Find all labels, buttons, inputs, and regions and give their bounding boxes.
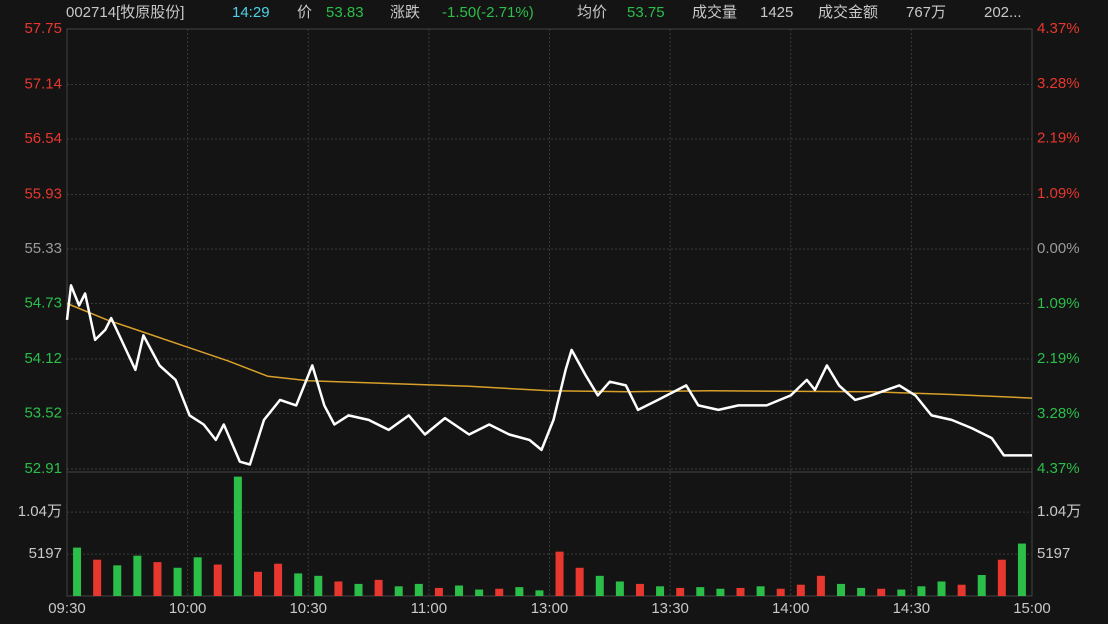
volume-bar — [394, 586, 403, 596]
volume-bar — [796, 584, 805, 596]
volume-bar — [837, 583, 846, 596]
volume-bar — [274, 563, 283, 596]
volume-bar — [314, 575, 323, 596]
volume-bar — [515, 587, 524, 596]
stock-code: 002714[牧原股份] — [66, 4, 184, 21]
y2-tick-label: 4.37% — [1037, 20, 1080, 37]
volume-bar — [334, 581, 343, 596]
x-tick-label: 10:30 — [289, 600, 327, 617]
x-tick-label: 10:00 — [169, 600, 207, 617]
volume-bar — [233, 476, 242, 596]
volume-bar — [716, 588, 725, 596]
y-tick-label: 52.91 — [24, 460, 62, 477]
volume-bar — [615, 581, 624, 596]
volume-bar — [153, 562, 162, 596]
volume-bar — [73, 547, 82, 596]
x-tick-label: 15:00 — [1013, 600, 1051, 617]
y2-tick-label: 1.09% — [1037, 185, 1080, 202]
label: 成交量 — [692, 3, 737, 21]
label: 价 — [297, 4, 312, 21]
volume-bar — [193, 557, 202, 596]
label: 成交金额 — [818, 3, 878, 21]
y-tick-label: 54.73 — [24, 295, 62, 312]
volume-bar — [635, 583, 644, 596]
value: 767万 — [906, 4, 946, 21]
volume-bar — [816, 575, 825, 596]
y-tick-label: 56.54 — [24, 130, 62, 147]
y-tick-label: 53.52 — [24, 405, 62, 422]
volume-bar — [676, 587, 685, 596]
x-tick-label: 13:30 — [651, 600, 689, 617]
volume-bar — [173, 567, 182, 596]
x-tick-label: 13:00 — [531, 600, 569, 617]
volume-bar — [857, 587, 866, 596]
value: 53.83 — [326, 4, 364, 21]
volume-bar — [354, 583, 363, 596]
y2-tick-label: 3.28% — [1037, 405, 1080, 422]
time: 14:29 — [232, 4, 270, 21]
value: 1425 — [760, 4, 793, 21]
volume-bar — [877, 588, 886, 596]
volume-bar — [475, 589, 484, 596]
value: 53.75 — [627, 4, 665, 21]
average-line — [66, 302, 1033, 399]
y-tick-label: 57.14 — [24, 75, 62, 92]
volume-tick-label: 5197 — [29, 545, 62, 562]
header: 002714[牧原股份] 14:29 价 53.83 涨跌 -1.50(-2.7… — [66, 3, 1022, 21]
value: -1.50(-2.71%) — [442, 4, 534, 21]
volume-bar — [917, 586, 926, 596]
volume-bar — [977, 575, 986, 596]
price-line — [65, 284, 1032, 466]
volume-bar — [575, 567, 584, 596]
volume-bar — [253, 571, 262, 596]
volume-bar — [455, 585, 464, 596]
volume-bar — [434, 587, 443, 596]
x-tick-label: 14:30 — [893, 600, 931, 617]
volume-tick-label: 5197 — [1037, 545, 1070, 562]
y2-tick-label: 0.00% — [1037, 240, 1080, 257]
y-tick-label: 57.75 — [24, 20, 62, 37]
volume-bar — [495, 588, 504, 596]
volume-bar — [897, 589, 906, 596]
volume-bar — [374, 579, 383, 596]
label: 涨跌 — [390, 4, 420, 21]
volume-bar — [133, 555, 142, 596]
volume-bar — [113, 565, 122, 596]
volume-bar — [756, 586, 765, 596]
volume-bar — [656, 586, 665, 596]
volume-bar — [957, 584, 966, 596]
x-tick-label: 14:00 — [772, 600, 810, 617]
volume-bar — [294, 573, 303, 596]
volume-bar — [776, 588, 785, 596]
y-tick-label: 55.33 — [24, 240, 62, 257]
volume-tick-label: 1.04万 — [1037, 503, 1081, 520]
volume-bar — [696, 587, 705, 596]
y-tick-label: 54.12 — [24, 350, 62, 367]
volume-bar — [997, 559, 1006, 596]
volume-bar — [93, 559, 102, 596]
volume-bar — [213, 564, 222, 596]
y2-tick-label: 3.28% — [1037, 75, 1080, 92]
volume-bar — [736, 587, 745, 596]
y2-tick-label: 2.19% — [1037, 130, 1080, 147]
volume-bar — [535, 590, 544, 596]
value: 202... — [984, 4, 1022, 21]
x-tick-label: 09:30 — [48, 600, 86, 617]
y2-tick-label: 1.09% — [1037, 295, 1080, 312]
y2-tick-label: 2.19% — [1037, 350, 1080, 367]
label: 均价 — [577, 4, 607, 21]
y-tick-label: 55.93 — [24, 185, 62, 202]
volume-bar — [595, 575, 604, 596]
volume-bar — [1017, 543, 1026, 596]
y2-tick-label: 4.37% — [1037, 460, 1080, 477]
x-tick-label: 11:00 — [411, 600, 447, 617]
volume-bar — [414, 583, 423, 596]
volume-tick-label: 1.04万 — [18, 503, 62, 520]
volume-bar — [555, 551, 564, 596]
volume-bar — [937, 581, 946, 596]
